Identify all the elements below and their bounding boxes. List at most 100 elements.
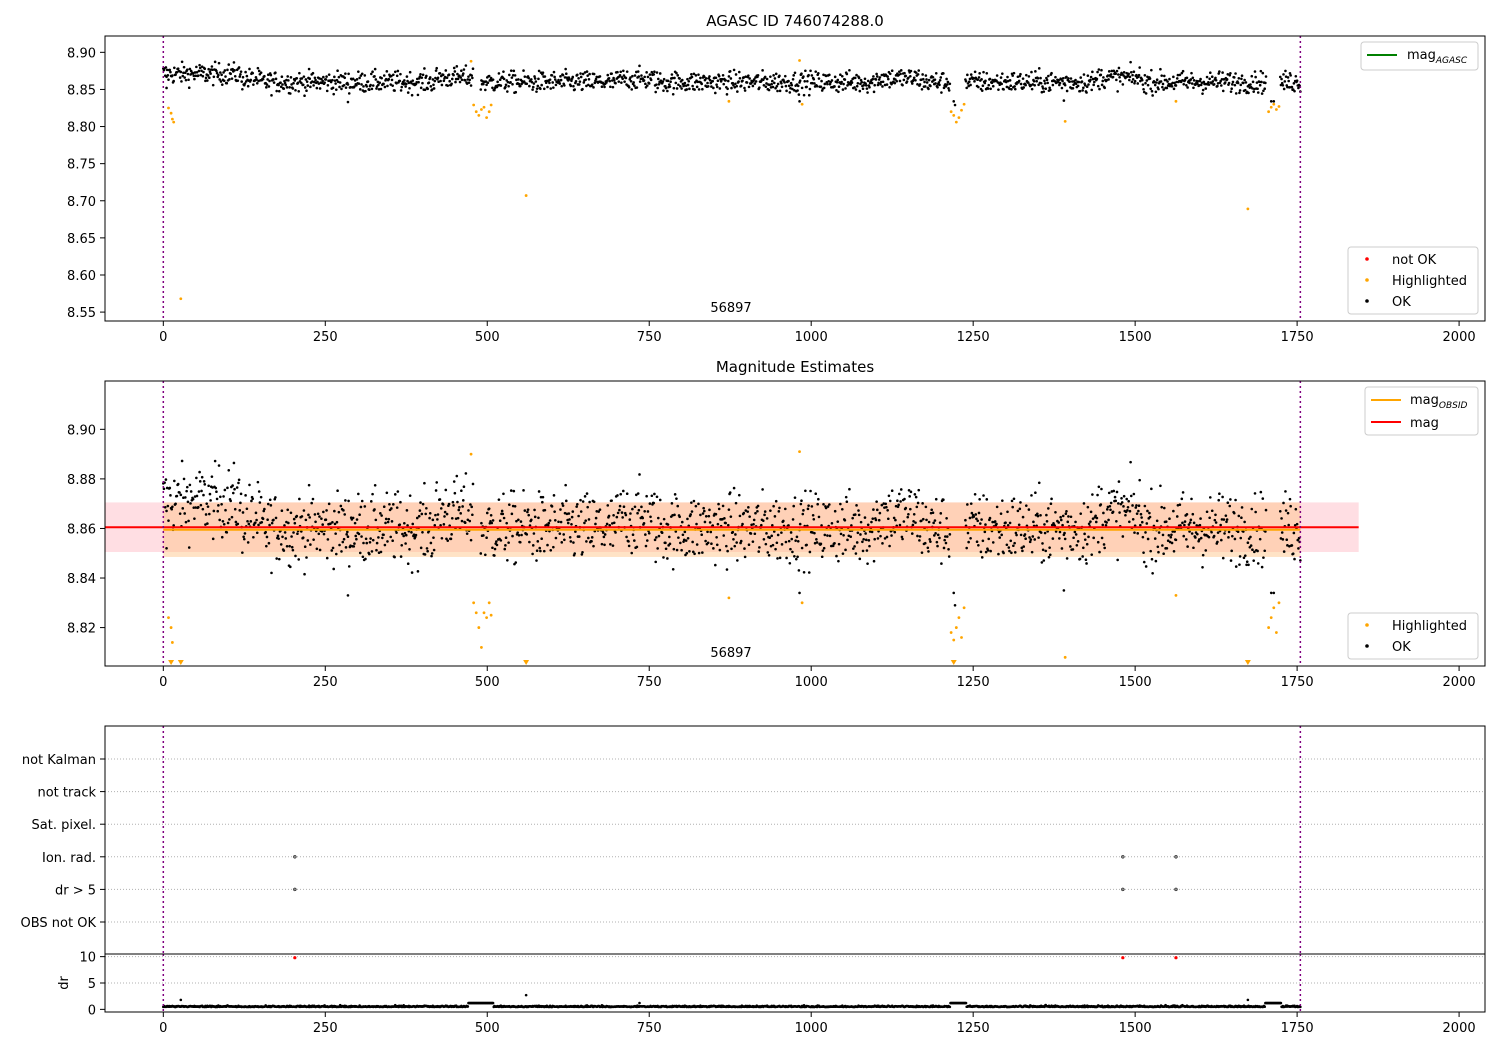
ok-point (490, 522, 493, 525)
ok-point (1082, 87, 1085, 90)
ok-point (785, 557, 788, 560)
ok-point (1019, 501, 1022, 504)
ok-point (422, 503, 425, 506)
ok-point (855, 504, 858, 507)
ok-point (743, 87, 746, 90)
ok-point (723, 517, 726, 520)
ok-point (309, 543, 312, 546)
ok-point (679, 542, 682, 545)
ok-point (657, 517, 660, 520)
ok-point (603, 543, 606, 546)
ok-point (965, 547, 968, 550)
highlighted-point (1270, 616, 1273, 619)
ok-point (831, 79, 834, 82)
ok-point (669, 85, 672, 88)
ok-point (292, 531, 295, 534)
highlighted-point (1278, 601, 1281, 604)
ok-point (1049, 554, 1052, 557)
ok-point (381, 537, 384, 540)
ok-point (1087, 83, 1090, 86)
ok-point (792, 74, 795, 77)
ok-point (949, 82, 952, 85)
clipped-low-marker (178, 660, 184, 665)
ok-point (272, 519, 275, 522)
ok-point (1000, 534, 1003, 537)
ok-point (936, 541, 939, 544)
ok-point (1157, 551, 1160, 554)
ok-point (826, 83, 829, 86)
ok-point (1191, 82, 1194, 85)
ok-point (536, 540, 539, 543)
ok-point (771, 80, 774, 83)
ok-point (1292, 552, 1295, 555)
ok-point (457, 517, 460, 520)
ok-point (1156, 520, 1159, 523)
ok-point (1013, 542, 1016, 545)
ok-point (978, 72, 981, 75)
ok-point (859, 533, 862, 536)
ok-point (1106, 508, 1109, 511)
ok-point (528, 85, 531, 88)
ok-point (555, 84, 558, 87)
ok-point (572, 85, 575, 88)
ok-point (505, 536, 508, 539)
ok-point (864, 77, 867, 80)
ok-point (724, 522, 727, 525)
ok-point (1246, 560, 1249, 563)
ok-point (575, 505, 578, 508)
ok-point (557, 520, 560, 523)
ok-point (1069, 545, 1072, 548)
ok-point (813, 82, 816, 85)
ok-point (439, 524, 442, 527)
ok-point (1133, 493, 1136, 496)
ok-point (935, 498, 938, 501)
ok-point (746, 510, 749, 513)
ok-point (695, 505, 698, 508)
ok-point (533, 532, 536, 535)
ok-point (644, 533, 647, 536)
ok-point (1234, 499, 1237, 502)
ok-point (1054, 511, 1057, 514)
ok-point (560, 541, 563, 544)
ok-point (969, 517, 972, 520)
ok-point (168, 69, 171, 72)
ok-point (1182, 535, 1185, 538)
ok-point (696, 86, 699, 89)
legend-label-mag: mag (1410, 416, 1439, 431)
ok-point (270, 94, 273, 97)
ok-point (388, 503, 391, 506)
ok-point (308, 68, 311, 71)
ok-point (220, 73, 223, 76)
ok-point (231, 77, 234, 80)
ok-point (837, 560, 840, 563)
ok-point (1160, 74, 1163, 77)
highlighted-point (485, 116, 488, 119)
ok-point (564, 484, 567, 487)
ok-point (654, 91, 657, 94)
ok-point (505, 83, 508, 86)
legend-label-highlighted: Highlighted (1392, 274, 1467, 289)
ok-point (469, 503, 472, 506)
ok-point (1074, 531, 1077, 534)
ok-point (1193, 522, 1196, 525)
ok-point (980, 551, 983, 554)
ok-point (294, 555, 297, 558)
ok-point (514, 561, 517, 564)
ok-point (1092, 84, 1095, 87)
ok-point (833, 85, 836, 88)
ok-point (494, 548, 497, 551)
ok-point (320, 517, 323, 520)
ok-point (1206, 510, 1209, 513)
ok-point (638, 473, 641, 476)
ok-point (334, 82, 337, 85)
ok-point (1237, 82, 1240, 85)
ok-point (184, 496, 187, 499)
ok-point (1230, 550, 1233, 553)
ok-point (312, 84, 315, 87)
ok-point (934, 82, 937, 85)
ok-point (314, 79, 317, 82)
ok-point (1192, 513, 1195, 516)
ok-point (858, 514, 861, 517)
ok-point (269, 498, 272, 501)
